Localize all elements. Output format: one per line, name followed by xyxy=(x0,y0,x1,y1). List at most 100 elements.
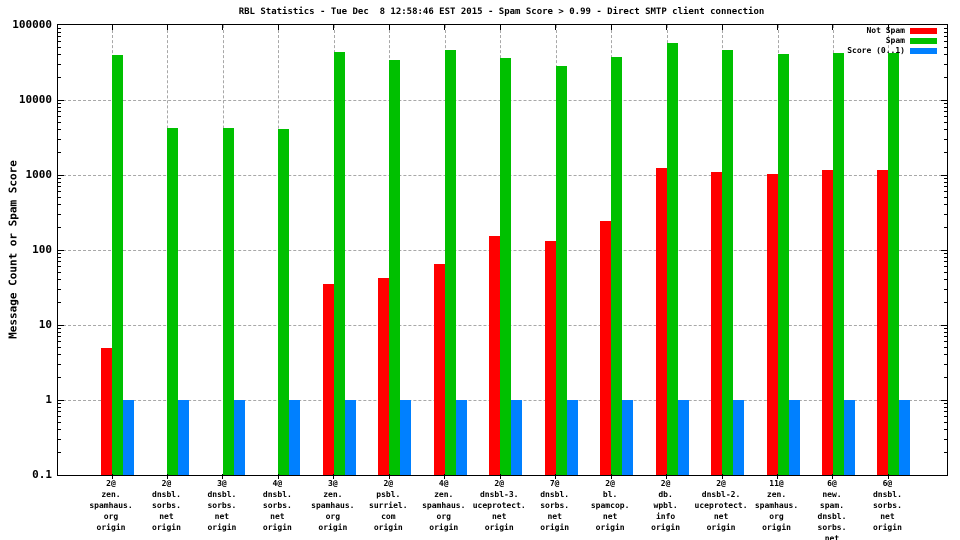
y-minor-tick-left xyxy=(58,256,61,258)
bar-not-spam xyxy=(821,169,833,475)
x-tick-label: 11@ zen. spamhaus. org origin xyxy=(754,479,799,532)
bar-score xyxy=(455,400,467,475)
y-minor-tick-left xyxy=(58,151,61,153)
x-tick-label: 6@ dnsbl. sorbs. net origin xyxy=(872,479,902,532)
x-tick-top xyxy=(887,25,889,30)
plot-area xyxy=(57,24,948,476)
y-minor-tick-right xyxy=(944,186,947,188)
bar-score xyxy=(511,400,523,475)
y-minor-tick-left xyxy=(58,54,61,56)
y-tick-label: 10000 xyxy=(18,93,52,106)
x-tick-label: 4@ zen. spamhaus. org origin xyxy=(422,479,466,532)
legend-label: Spam xyxy=(885,36,905,45)
y-minor-tick-right xyxy=(944,47,947,49)
y-minor-tick-right xyxy=(944,406,947,408)
y-minor-tick-right xyxy=(944,76,947,78)
bar-spam xyxy=(555,65,567,475)
y-minor-tick-left xyxy=(58,354,61,356)
y-minor-tick-left xyxy=(58,204,61,206)
y-major-tick-right xyxy=(941,399,947,401)
bar-score xyxy=(899,400,911,475)
y-minor-tick-left xyxy=(58,226,61,228)
x-tick-label: 2@ dnsbl-2. uceprotect. net origin xyxy=(694,479,748,532)
bar-not-spam xyxy=(600,220,612,475)
x-tick-bottom xyxy=(887,474,889,479)
y-minor-tick-left xyxy=(58,363,61,365)
x-tick-top xyxy=(444,25,446,30)
y-minor-tick-right xyxy=(944,41,947,43)
y-minor-tick-right xyxy=(944,261,947,263)
y-minor-tick-right xyxy=(944,252,947,254)
y-minor-tick-left xyxy=(58,347,61,349)
bar-spam xyxy=(832,53,844,475)
y-minor-tick-left xyxy=(58,336,61,338)
y-minor-tick-left xyxy=(58,266,61,268)
bar-score xyxy=(400,400,412,475)
y-minor-tick-right xyxy=(944,106,947,108)
y-major-tick-left xyxy=(58,99,64,101)
y-minor-tick-right xyxy=(944,266,947,268)
y-minor-tick-left xyxy=(58,41,61,43)
bar-score xyxy=(677,400,689,475)
x-tick-bottom xyxy=(444,474,446,479)
x-tick-top xyxy=(555,25,557,30)
x-tick-label: 4@ dnsbl. sorbs. net origin xyxy=(262,479,292,532)
y-minor-tick-right xyxy=(944,363,947,365)
x-tick-top xyxy=(222,25,224,30)
y-minor-tick-left xyxy=(58,252,61,254)
bar-spam xyxy=(666,43,678,475)
y-tick-label: 0.1 xyxy=(32,468,52,481)
x-tick-top xyxy=(832,25,834,30)
x-tick-top xyxy=(166,25,168,30)
y-minor-tick-left xyxy=(58,27,61,29)
y-minor-tick-left xyxy=(58,341,61,343)
y-minor-tick-right xyxy=(944,429,947,431)
y-minor-tick-right xyxy=(944,138,947,140)
x-tick-label: 3@ zen. spamhaus. org origin xyxy=(311,479,355,532)
y-minor-tick-left xyxy=(58,331,61,333)
y-minor-tick-right xyxy=(944,151,947,153)
y-major-tick-right xyxy=(941,174,947,176)
y-minor-tick-left xyxy=(58,122,61,124)
x-tick-bottom xyxy=(277,474,279,479)
x-tick-bottom xyxy=(222,474,224,479)
bar-not-spam xyxy=(655,167,667,475)
y-minor-tick-right xyxy=(944,226,947,228)
y-minor-tick-right xyxy=(944,102,947,104)
y-minor-tick-right xyxy=(944,438,947,440)
y-minor-tick-right xyxy=(944,341,947,343)
x-tick-bottom xyxy=(666,474,668,479)
x-tick-label: 3@ dnsbl. sorbs. net origin xyxy=(207,479,237,532)
x-tick-bottom xyxy=(333,474,335,479)
bar-spam xyxy=(112,54,123,475)
bar-not-spam xyxy=(433,264,445,475)
y-minor-tick-right xyxy=(944,416,947,418)
x-tick-bottom xyxy=(555,474,557,479)
bar-not-spam xyxy=(877,170,889,475)
legend-label: Score (0..1) xyxy=(847,46,905,55)
x-tick-top xyxy=(721,25,723,30)
y-minor-tick-left xyxy=(58,106,61,108)
y-minor-tick-left xyxy=(58,451,61,453)
x-tick-label: 2@ dnsbl-3. uceprotect. net origin xyxy=(472,479,526,532)
bar-spam xyxy=(278,129,290,475)
x-tick-top xyxy=(111,25,113,30)
bar-spam xyxy=(389,60,401,475)
bar-spam xyxy=(167,128,179,475)
x-tick-top xyxy=(610,25,612,30)
bar-spam xyxy=(333,52,345,475)
y-minor-tick-left xyxy=(58,376,61,378)
chart-title: RBL Statistics - Tue Dec 8 12:58:46 EST … xyxy=(238,7,765,17)
y-minor-tick-left xyxy=(58,416,61,418)
legend-row: Not Spam xyxy=(0,27,960,35)
y-minor-tick-right xyxy=(944,451,947,453)
y-major-tick-left xyxy=(58,249,64,251)
bar-not-spam xyxy=(489,235,501,475)
y-minor-tick-right xyxy=(944,331,947,333)
bar-score xyxy=(123,400,134,475)
y-minor-tick-left xyxy=(58,261,61,263)
bar-spam xyxy=(611,57,623,475)
y-tick-label: 1000 xyxy=(25,168,53,181)
y-minor-tick-right xyxy=(944,197,947,199)
